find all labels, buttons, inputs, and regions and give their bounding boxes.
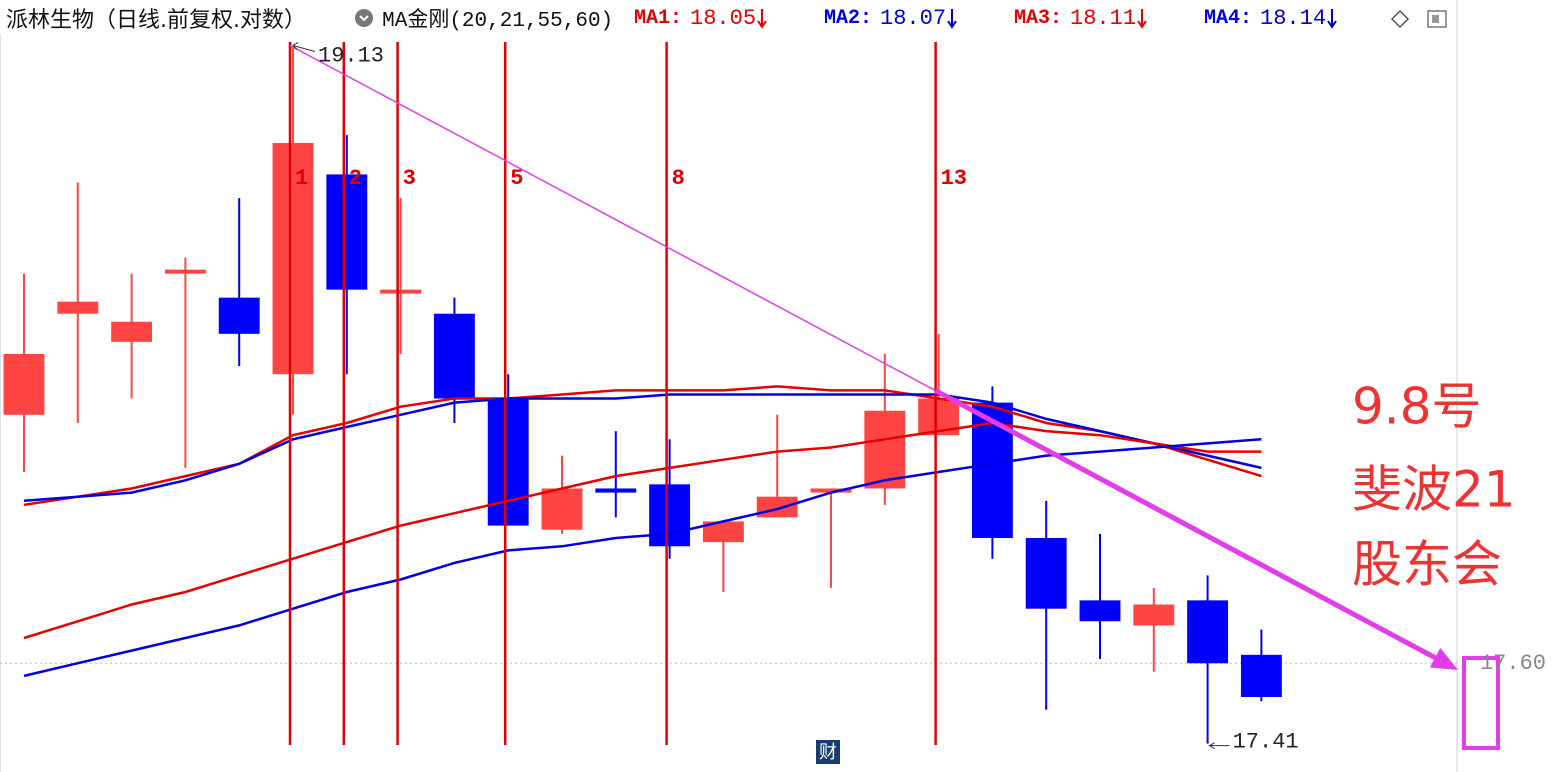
extreme-label: 19.13 xyxy=(318,43,384,68)
indicator-icon xyxy=(355,9,374,27)
ma-line xyxy=(23,393,1262,503)
indicator-name: MA金刚(20,21,55,60) xyxy=(382,10,614,33)
legend-name: MA2: xyxy=(824,6,873,30)
trend-arrow xyxy=(757,9,767,29)
candle-body xyxy=(57,301,99,314)
legend-value: 18.07 xyxy=(880,5,947,31)
annotation: 9.8号 斐波21 股东会 xyxy=(1352,378,1516,594)
candle-body xyxy=(433,313,475,399)
candle-body xyxy=(810,488,852,493)
fib-label: 13 xyxy=(941,166,967,191)
fib-label: 3 xyxy=(403,166,416,191)
header: 派林生物（日线.前复权.对数） MA金刚(20,21,55,60) MA1: 18… xyxy=(6,2,1394,34)
fib-label: 5 xyxy=(510,166,523,191)
trend-arrow-shape xyxy=(1327,9,1337,29)
candle-body xyxy=(1025,537,1067,609)
legend-value: 18.11 xyxy=(1070,5,1137,31)
trend-line xyxy=(289,44,936,392)
candle-body xyxy=(218,297,260,334)
legend-item: MA4: 18.14 xyxy=(1204,6,1394,31)
candle-body xyxy=(326,174,368,290)
candle-body xyxy=(111,321,153,342)
trend-arrow xyxy=(947,9,957,29)
ma-line xyxy=(23,421,1262,640)
candle-body xyxy=(864,410,906,489)
panel-icon-fill xyxy=(1432,15,1439,23)
finance-icon-text: 财 xyxy=(819,742,837,763)
highlight-box xyxy=(1462,656,1500,750)
fib-label: 2 xyxy=(349,166,362,191)
trend-arrow xyxy=(1327,9,1337,29)
legend-name: MA3: xyxy=(1014,6,1063,30)
annotation-line: 9.8号 xyxy=(1352,378,1482,436)
legend-name: MA4: xyxy=(1204,6,1253,30)
candle-body xyxy=(380,289,422,294)
finance-icon xyxy=(816,740,840,764)
candle-body xyxy=(164,269,206,274)
candle-body xyxy=(272,142,314,375)
legend-value: 18.14 xyxy=(1260,5,1327,31)
candle-body xyxy=(1079,600,1121,622)
trend-arrowhead xyxy=(1429,648,1458,670)
extreme-label: 17.41 xyxy=(1233,729,1299,754)
trend-arrow-shape xyxy=(757,9,767,29)
label-arrow xyxy=(292,42,316,52)
trend-arrow-shape xyxy=(947,9,957,29)
candle-body xyxy=(1187,600,1229,664)
legend: MA1: 18.05 MA2: 18.07 MA3: 18.11 MA4: 18.14 xyxy=(634,6,1394,31)
legend-value: 18.05 xyxy=(690,5,757,31)
trend-arrow xyxy=(1137,9,1147,29)
candle-body xyxy=(702,521,744,543)
diamond-icon xyxy=(1390,9,1410,29)
trend-line xyxy=(934,388,1437,660)
candle-body xyxy=(595,488,637,493)
legend-name: MA1: xyxy=(634,6,683,30)
y-tick-label: 17.60 xyxy=(1480,651,1546,676)
candle-body xyxy=(3,353,45,415)
legend-item: MA2: 18.07 xyxy=(824,6,1014,31)
fib-label: 8 xyxy=(672,166,685,191)
legend-item: MA3: 18.11 xyxy=(1014,6,1204,31)
chart-title: 派林生物（日线.前复权.对数） xyxy=(6,8,306,33)
panel-icon xyxy=(1427,10,1447,28)
fib-label: 1 xyxy=(295,166,308,191)
candle-body xyxy=(541,488,583,530)
annotation-line: 斐波21 xyxy=(1352,461,1516,519)
trend-arrow-shape xyxy=(1137,9,1147,29)
candle-body xyxy=(649,484,691,547)
annotation-line: 股东会 xyxy=(1352,536,1502,594)
label-arrow xyxy=(1207,742,1230,750)
candle-body xyxy=(1133,604,1175,626)
candle-body xyxy=(487,398,529,526)
legend-item: MA1: 18.05 xyxy=(634,6,824,31)
candle-body xyxy=(756,496,798,518)
candle-body xyxy=(1240,654,1282,698)
